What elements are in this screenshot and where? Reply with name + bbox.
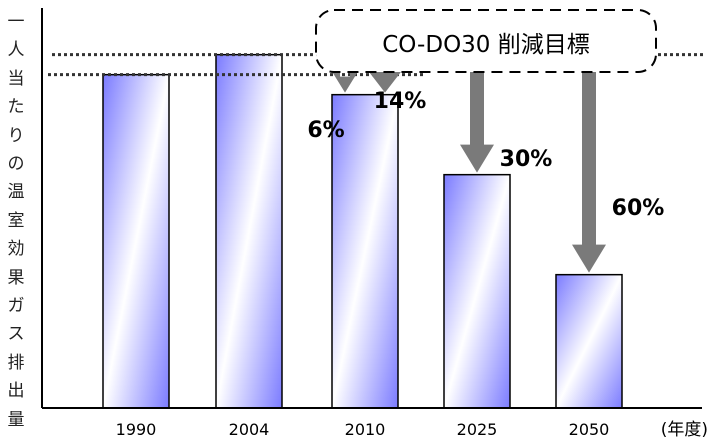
y-axis-label-char: の: [7, 154, 25, 175]
bars: [102, 53, 623, 409]
reduction-label: 60%: [612, 196, 665, 221]
y-axis-label-char: 当: [7, 68, 25, 89]
x-tick-label: 1990: [116, 420, 157, 439]
bar-2050: [555, 273, 623, 409]
y-axis-label: 一人当たりの温室効果ガス排出量: [4, 8, 28, 434]
reduction-label: 14%: [374, 89, 427, 114]
y-axis-label-char: 排: [7, 352, 25, 373]
x-tick-labels: 1990 2004 2010 2025 2050 (年度): [116, 420, 708, 440]
y-axis-label-char: 温: [7, 182, 25, 203]
x-tick-label: 2050: [569, 420, 610, 439]
reduction-arrow-14pct: [368, 56, 402, 93]
chart-title: CO-DO30 削減目標: [382, 32, 590, 58]
reduction-arrow-60pct: [572, 56, 606, 273]
y-axis-label-char: ガ: [7, 296, 25, 317]
y-axis-label-char: 一: [7, 12, 25, 32]
y-axis-label-char: 効: [7, 239, 25, 260]
reduction-label: 6%: [307, 118, 344, 143]
x-tick-label: 2010: [345, 420, 386, 439]
reduction-label: 30%: [500, 147, 553, 172]
y-axis-label-char: 出: [7, 381, 25, 402]
y-axis-label-char: ス: [7, 324, 25, 345]
y-axis-label-char: 果: [7, 267, 25, 288]
reduction-arrows: 6% 14% 30% 60%: [307, 56, 665, 273]
axes: [41, 8, 702, 409]
bar-1990: [102, 73, 170, 409]
bar-2010: [331, 93, 399, 409]
y-axis-label-char: 人: [7, 40, 25, 61]
reduction-arrow-6pct: [329, 66, 361, 93]
x-tick-label: 2025: [457, 420, 498, 439]
x-tick-label: 2004: [229, 420, 270, 439]
y-axis-label-char: り: [7, 125, 25, 146]
y-axis-label-char: 室: [7, 210, 25, 231]
y-axis-label-char: た: [7, 97, 25, 118]
title-box-frame: [315, 9, 657, 73]
reduction-arrow-30pct: [460, 56, 494, 173]
bar-2025: [443, 173, 511, 409]
y-axis-label-char: 量: [7, 409, 25, 430]
x-axis-unit-label: (年度): [661, 420, 708, 440]
bar-2004: [215, 53, 283, 409]
title-box: CO-DO30 削減目標: [315, 9, 657, 73]
